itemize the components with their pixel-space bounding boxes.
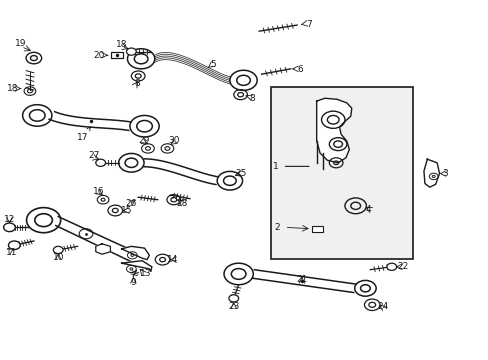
Text: 3: 3	[442, 169, 447, 178]
Bar	[271, 87, 412, 259]
Text: 1: 1	[273, 162, 279, 171]
Text: 18: 18	[116, 40, 127, 49]
Text: 25: 25	[234, 169, 246, 178]
Text: 13: 13	[140, 269, 151, 278]
Circle shape	[3, 223, 15, 231]
Text: 9: 9	[130, 278, 136, 287]
Text: 16: 16	[92, 187, 104, 196]
Text: 8: 8	[134, 80, 140, 89]
Text: 14: 14	[166, 255, 178, 264]
Polygon shape	[96, 244, 110, 254]
Text: 15: 15	[121, 206, 132, 215]
Text: 7: 7	[305, 19, 311, 28]
Text: 22: 22	[397, 262, 408, 271]
Circle shape	[386, 263, 396, 270]
Bar	[311, 226, 322, 232]
Polygon shape	[316, 98, 351, 163]
Text: 19: 19	[16, 39, 27, 48]
Circle shape	[53, 246, 63, 253]
Text: 29: 29	[139, 136, 150, 145]
Text: 2: 2	[274, 223, 280, 232]
Text: 23: 23	[227, 302, 239, 311]
Bar	[111, 52, 122, 58]
Text: 18: 18	[7, 84, 19, 93]
Text: 11: 11	[6, 248, 17, 257]
Text: 17: 17	[77, 127, 90, 142]
Text: 30: 30	[168, 136, 179, 145]
Text: 20: 20	[93, 51, 104, 60]
Polygon shape	[122, 246, 149, 260]
Circle shape	[126, 48, 136, 55]
Text: 28: 28	[176, 199, 187, 208]
Text: 12: 12	[4, 215, 15, 224]
Text: 6: 6	[297, 65, 303, 74]
Text: 26: 26	[125, 199, 137, 208]
Circle shape	[8, 241, 20, 249]
Circle shape	[228, 295, 238, 302]
Text: 5: 5	[209, 60, 215, 69]
Text: 24: 24	[377, 302, 388, 311]
Circle shape	[96, 159, 105, 166]
Polygon shape	[423, 159, 439, 187]
Text: 21: 21	[296, 275, 307, 284]
Text: 4: 4	[366, 205, 371, 214]
Polygon shape	[122, 261, 152, 271]
Text: 8: 8	[249, 94, 255, 103]
Text: 10: 10	[52, 253, 64, 262]
Text: 27: 27	[88, 151, 100, 160]
